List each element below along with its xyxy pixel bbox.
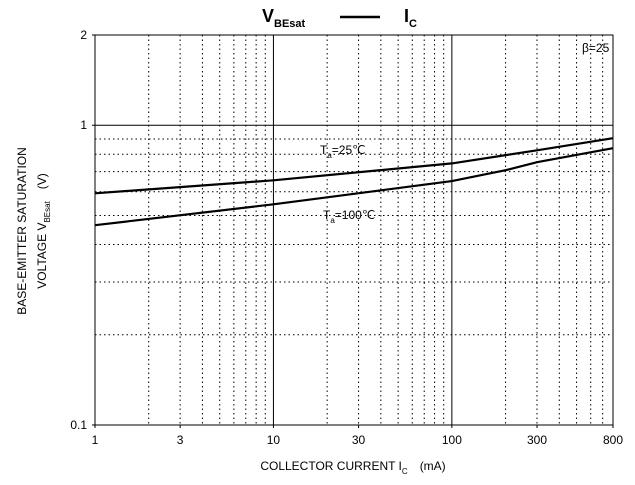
x-axis-label: COLLECTOR CURRENT IC (mA) [260,459,445,476]
annotation-text: T [320,143,328,157]
annotation-sub: a [327,151,332,160]
title-sub: C [409,18,417,30]
x-label-part: COLLECTOR CURRENT I [260,459,402,473]
chart-title: VBEsat [262,6,306,30]
y-label-part: VOLTAGE V [35,223,49,289]
x-tick-label: 300 [527,433,547,447]
chart-title-right: IC [404,6,417,30]
y-tick-label: 1 [80,118,87,132]
annotation-sub: a [330,216,335,225]
annotation-text: T [323,208,331,222]
y-tick-label: 0.1 [70,418,87,432]
x-label-sub: C [402,467,408,476]
series-line [94,137,614,195]
y-axis-label-2: VOLTAGE VBEsat (V) [35,173,52,289]
plot-frame [94,34,614,426]
annotation: Ta=100℃ [323,208,375,225]
y-label-sub: BEsat [43,200,52,222]
annotation-text: β=25 [582,41,610,55]
annotation-rest: =25℃ [332,143,366,157]
x-tick-label: 100 [442,433,462,447]
annotation: Ta=25℃ [320,143,366,160]
series-line [94,147,614,227]
x-tick-label: 10 [267,433,281,447]
title-part: V [262,6,274,26]
y-axis-label-1: BASE-EMITTER SATURATION [15,147,29,315]
title-sub: BEsat [274,18,306,30]
x-tick-label: 30 [352,433,366,447]
title-part: I [404,6,409,26]
x-tick-label: 1 [92,433,99,447]
x-label-unit: (mA) [420,459,446,473]
x-tick-label: 3 [177,433,184,447]
y-tick-label: 2 [80,28,87,42]
annotation-rest: =100℃ [335,208,376,222]
y-label-unit: (V) [35,173,49,189]
x-tick-label: 800 [603,433,623,447]
annotation: β=25 [582,41,610,55]
